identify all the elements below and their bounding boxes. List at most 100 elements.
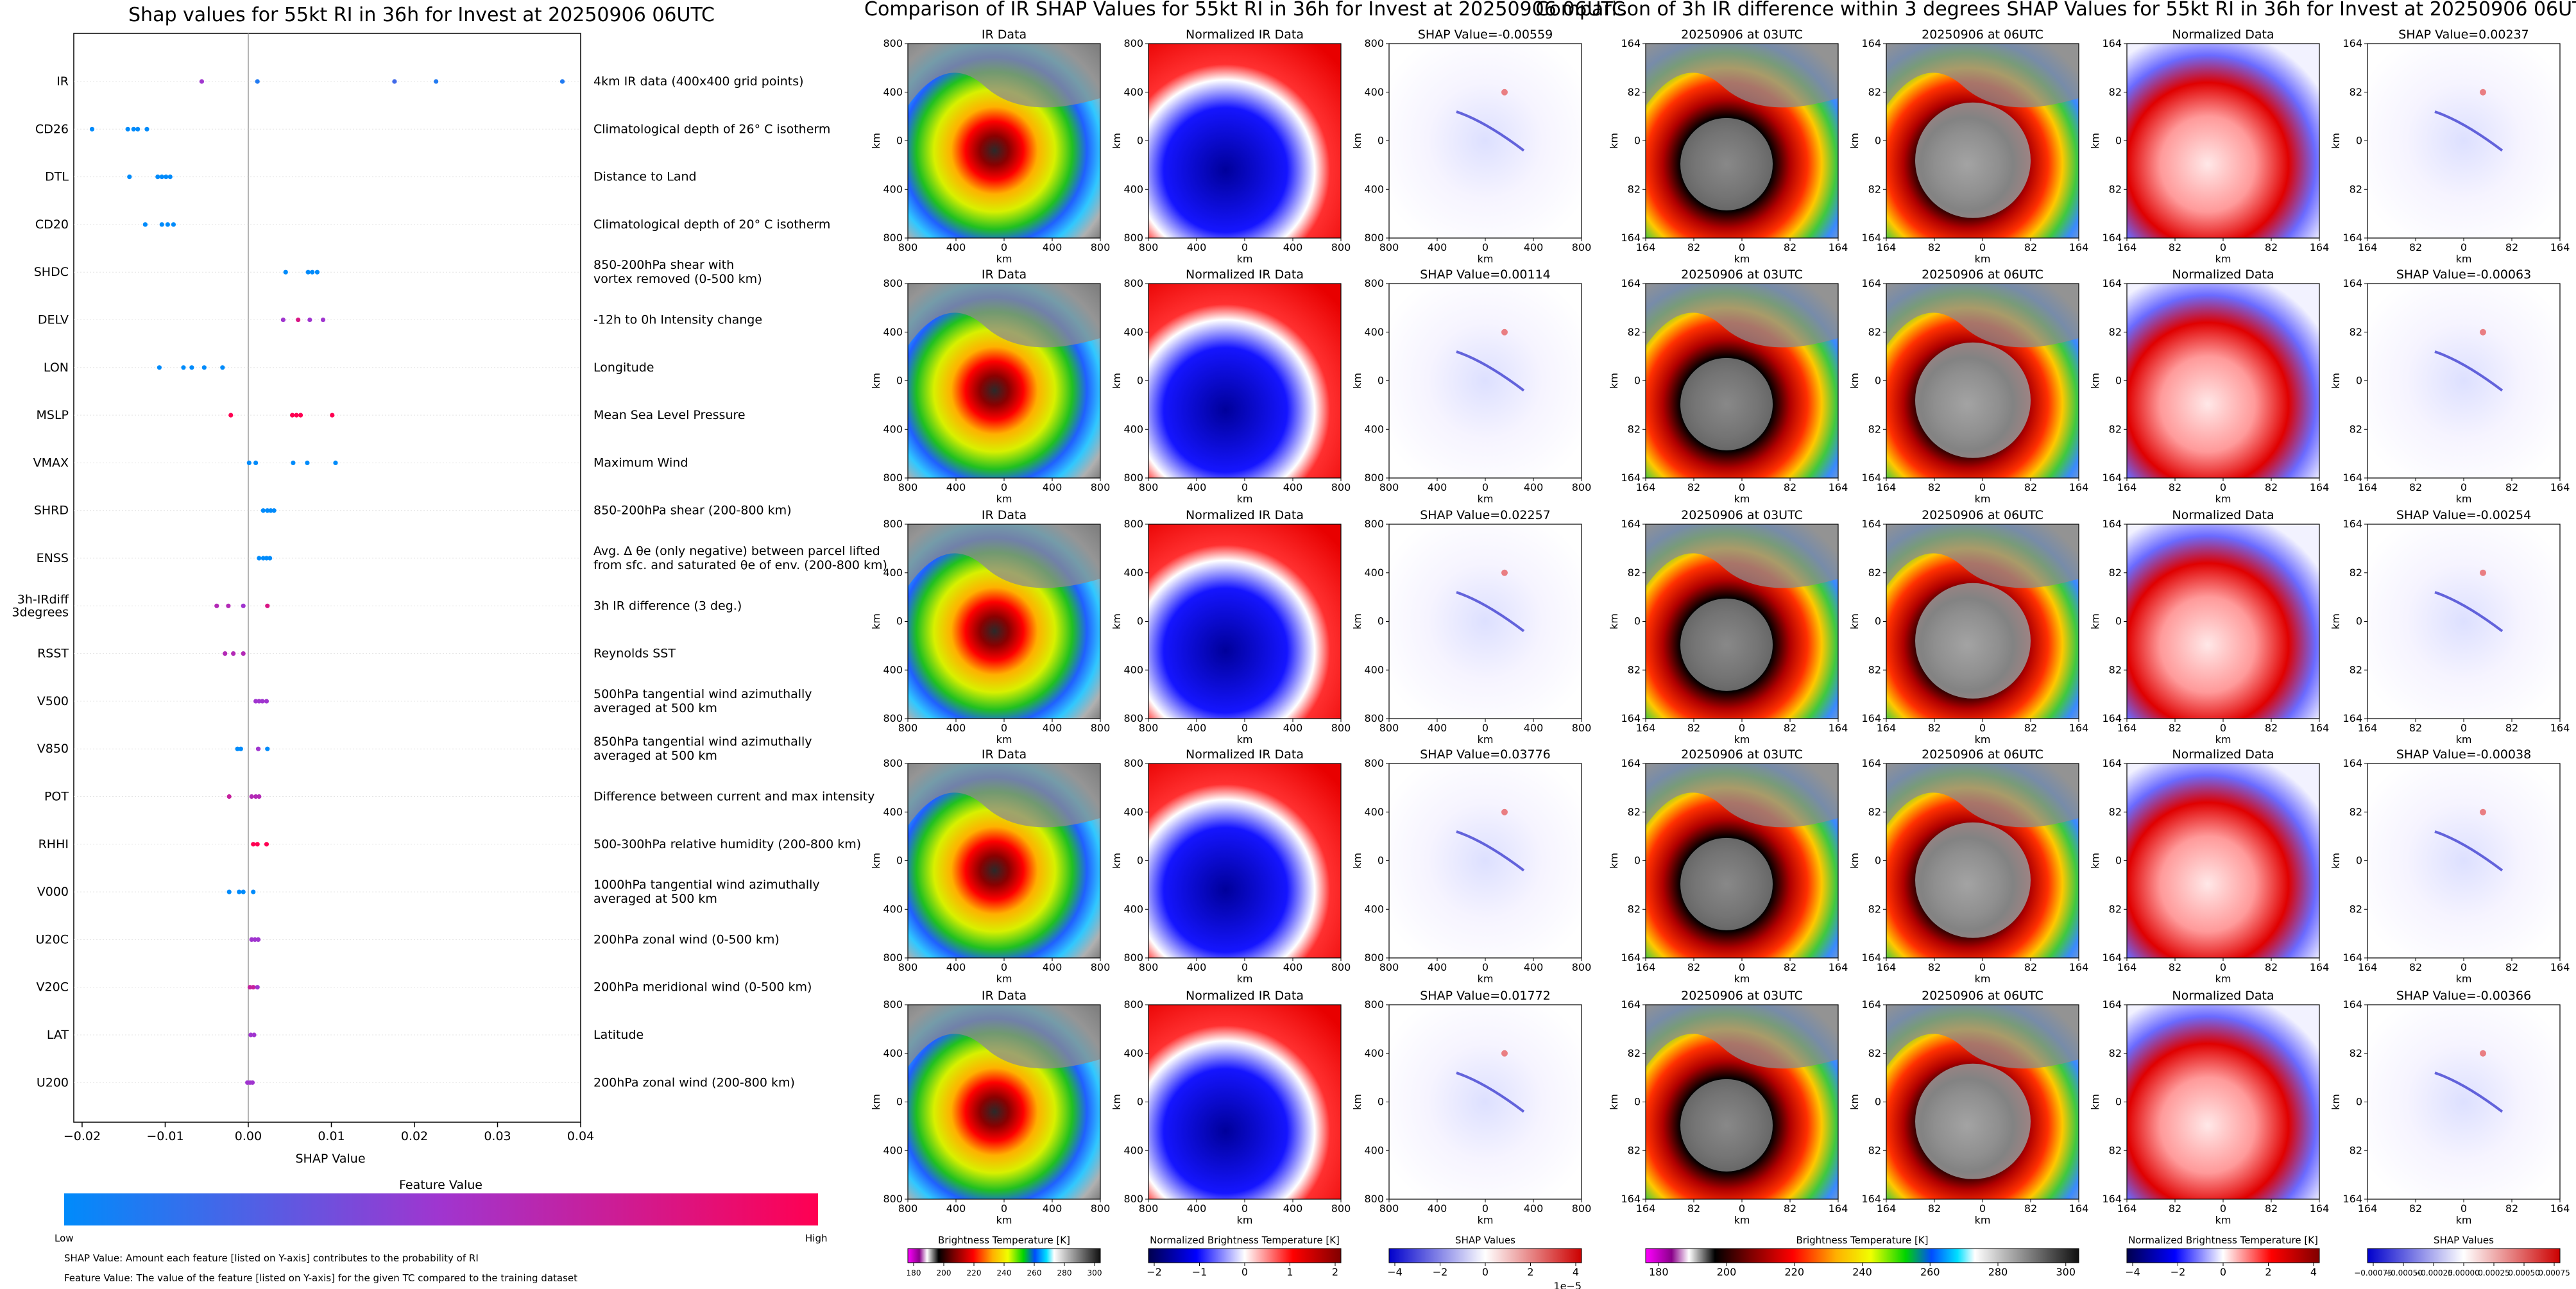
shap-point bbox=[264, 556, 269, 561]
axis-label-km: km bbox=[2330, 133, 2342, 149]
feature-description: 850-200hPa shear (200-800 km) bbox=[593, 504, 792, 518]
colorbar-tick-label: 240 bbox=[1852, 1266, 1872, 1278]
shap-point bbox=[241, 889, 246, 894]
axis-label-km: km bbox=[1734, 1214, 1750, 1226]
tick-label: 400 bbox=[1524, 1202, 1544, 1215]
feature-description: Climatological depth of 20° C isotherm bbox=[593, 218, 830, 232]
feature-name: VMAX bbox=[33, 456, 69, 470]
axis-label-km: km bbox=[1734, 493, 1750, 505]
tick-label: 82 bbox=[2109, 903, 2122, 915]
tick-label: 0 bbox=[1739, 722, 1745, 734]
tick-label: 82 bbox=[1628, 567, 1641, 579]
shap-point bbox=[271, 508, 277, 513]
tick-label: 800 bbox=[1091, 961, 1111, 973]
axis-label-km: km bbox=[2089, 853, 2101, 869]
tick-label: 164 bbox=[2102, 757, 2122, 769]
shap-point bbox=[260, 556, 266, 561]
tick-label: 400 bbox=[1428, 241, 1447, 253]
shap-point bbox=[257, 699, 262, 704]
panel-title: IR Data bbox=[982, 268, 1027, 282]
tick-label: 800 bbox=[1123, 757, 1143, 769]
panel-title: 20250906 at 03UTC bbox=[1681, 28, 1803, 42]
tick-label: 800 bbox=[1364, 757, 1384, 769]
tick-label: 164 bbox=[2310, 481, 2330, 493]
tick-label: 0 bbox=[1001, 481, 1007, 493]
tick-label: 82 bbox=[1628, 903, 1641, 915]
panel-title: SHAP Value=0.02257 bbox=[1420, 508, 1551, 522]
tick-label: 400 bbox=[883, 1047, 903, 1059]
tick-label: 0 bbox=[1482, 722, 1488, 734]
tick-label: 400 bbox=[1283, 481, 1303, 493]
tick-label: 164 bbox=[1829, 481, 1848, 493]
feature-description: from sfc. and saturated θe of env. (200-… bbox=[593, 558, 887, 572]
colorbars: Brightness Temperature [K]180 200 220 240 26… bbox=[907, 1234, 2570, 1289]
panel-title: 20250906 at 06UTC bbox=[1922, 28, 2043, 42]
tick-label: 800 bbox=[1123, 1193, 1143, 1205]
tick-label: 0 bbox=[1875, 855, 1881, 867]
tick-label: 82 bbox=[2350, 1047, 2362, 1059]
feature-name: MSLP bbox=[37, 408, 69, 422]
shap-point bbox=[214, 603, 219, 608]
x-tick-label: 0.01 bbox=[318, 1129, 345, 1143]
colorbar-tick-label: −1 bbox=[1192, 1266, 1207, 1278]
axis-label-km: km bbox=[2089, 373, 2101, 389]
panel-image bbox=[2127, 524, 2319, 719]
tick-label: 82 bbox=[2169, 961, 2181, 973]
feature-description: 850hPa tangential wind azimuthally bbox=[593, 735, 812, 749]
tick-label: 800 bbox=[1364, 472, 1384, 484]
tick-label: 0 bbox=[2220, 722, 2226, 734]
tick-label: 800 bbox=[1091, 722, 1111, 734]
shap-point bbox=[252, 937, 257, 942]
panel-image bbox=[1148, 284, 1341, 478]
tick-label: 82 bbox=[2265, 241, 2278, 253]
colorbar-tick-label: 1 bbox=[1286, 1266, 1293, 1278]
tick-label: 82 bbox=[2109, 1144, 2122, 1156]
axis-label-km: km bbox=[2456, 1214, 2472, 1226]
colorbar-tick-label: 300 bbox=[1088, 1268, 1102, 1277]
ir-section-title: Comparison of IR SHAP Values for 55kt RI… bbox=[864, 0, 1625, 21]
tick-label: 800 bbox=[1123, 232, 1143, 244]
tick-label: 82 bbox=[2350, 183, 2362, 195]
feature-value-gradient bbox=[64, 1193, 818, 1225]
feature-name: U200 bbox=[37, 1075, 69, 1089]
colorbar-tick-label: 200 bbox=[1717, 1266, 1737, 1278]
axis-label-km: km bbox=[996, 253, 1012, 265]
colorbar-tick-label: 220 bbox=[967, 1268, 982, 1277]
tick-label: 164 bbox=[1861, 518, 1881, 530]
cloud-free-region bbox=[908, 44, 1100, 108]
tick-label: 0 bbox=[2461, 481, 2467, 493]
axis-label-km: km bbox=[2215, 1214, 2231, 1226]
shap-positive-spot bbox=[1501, 808, 1508, 815]
feature-description: Maximum Wind bbox=[593, 456, 688, 470]
tick-label: 164 bbox=[2102, 1193, 2122, 1205]
feature-description: averaged at 500 km bbox=[593, 749, 717, 763]
tick-label: 164 bbox=[1621, 472, 1641, 484]
feature-description: Mean Sea Level Pressure bbox=[593, 408, 746, 422]
shap-point bbox=[249, 937, 254, 942]
tick-label: 400 bbox=[1123, 86, 1143, 98]
shap-point bbox=[559, 79, 565, 84]
shap-point bbox=[241, 651, 246, 656]
colorbar-gradient bbox=[2126, 1248, 2320, 1263]
tick-label: 82 bbox=[1784, 722, 1796, 734]
tick-label: 800 bbox=[1123, 952, 1143, 964]
tick-label: 164 bbox=[1621, 277, 1641, 289]
feature-description: Reynolds SST bbox=[593, 647, 676, 661]
feature-name: SHDC bbox=[34, 265, 69, 279]
shap-point bbox=[127, 175, 132, 180]
tick-label: 800 bbox=[1091, 241, 1111, 253]
tick-label: 400 bbox=[1364, 423, 1384, 435]
x-axis-label: SHAP Value bbox=[295, 1152, 365, 1166]
tick-label: 800 bbox=[883, 757, 903, 769]
colorbar-tick-label: −4 bbox=[2125, 1266, 2140, 1278]
tick-label: 800 bbox=[883, 518, 903, 530]
tick-label: 0 bbox=[1979, 481, 1986, 493]
feature-rows: IR 4km IR data (400x400 grid points) CD26 C… bbox=[12, 33, 887, 1122]
shap-point bbox=[305, 460, 310, 466]
tick-label: 400 bbox=[1283, 961, 1303, 973]
colorbar-tick-label: 280 bbox=[1988, 1266, 2008, 1278]
